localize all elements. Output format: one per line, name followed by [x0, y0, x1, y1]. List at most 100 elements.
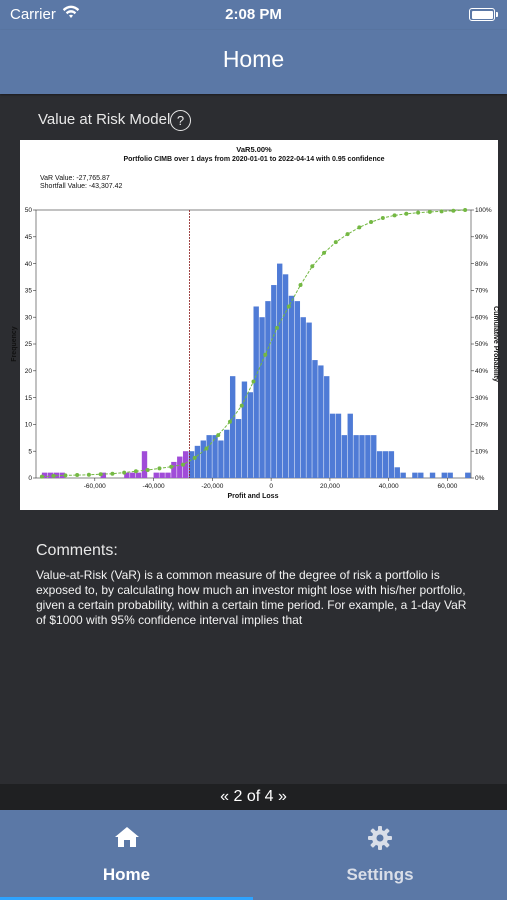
x-axis-label: Profit and Loss — [228, 493, 279, 500]
cdf-point — [298, 283, 303, 288]
y-tick-label: 50 — [25, 207, 33, 214]
histogram-bar — [159, 472, 165, 478]
histogram-bar — [294, 301, 301, 478]
comments-title: Comments: — [36, 542, 118, 559]
histogram-bar — [100, 472, 107, 478]
y2-tick-label: 80% — [475, 261, 488, 268]
shortfall-annotation: Shortfall Value: -43,307.42 — [40, 183, 122, 190]
var-annotation: VaR Value: -27,765.87 — [40, 175, 110, 182]
histogram-bar — [265, 301, 271, 478]
cdf-point — [157, 466, 162, 471]
clock: 2:08 PM — [225, 6, 282, 23]
histogram-bar — [382, 451, 389, 478]
histogram-bar — [165, 472, 171, 478]
histogram-bar — [388, 451, 395, 478]
histogram-bar — [277, 263, 283, 478]
next-page-button[interactable]: » — [277, 788, 287, 805]
histogram-bar — [47, 472, 54, 478]
tab-settings[interactable]: Settings — [253, 810, 507, 900]
var-histogram-chart: VaR5.00% Portfolio CIMB over 1 days from… — [11, 140, 499, 510]
histogram-bar — [194, 445, 201, 478]
tab-settings-label: Settings — [346, 865, 414, 884]
y2-tick-label: 90% — [475, 234, 488, 241]
y-tick-label: 25 — [25, 341, 33, 348]
cdf-point — [63, 473, 68, 478]
cdf-point — [204, 446, 209, 451]
histogram-bar — [300, 317, 306, 478]
histogram-bar — [206, 435, 212, 478]
cdf-point — [404, 211, 409, 216]
page-indicator: 2 of 4 — [233, 788, 274, 805]
y2-tick-label: 30% — [475, 395, 488, 402]
y-tick-label: 40 — [25, 261, 33, 268]
x-tick-label: -40,000 — [143, 483, 165, 490]
chart-bars — [41, 210, 471, 478]
y2-tick-label: 50% — [475, 341, 488, 348]
chart-subtitle: Portfolio CIMB over 1 days from 2020-01-… — [123, 156, 384, 163]
cdf-point — [122, 470, 127, 475]
histogram-bar — [271, 285, 277, 478]
cdf-point — [239, 403, 244, 408]
histogram-bar — [235, 419, 242, 478]
chart-title: VaR5.00% — [236, 145, 272, 154]
cdf-point — [133, 469, 138, 474]
cdf-point — [180, 462, 185, 467]
x-tick-label: 60,000 — [438, 483, 458, 490]
section-title: Value at Risk Model — [38, 111, 171, 128]
cdf-point — [322, 250, 327, 255]
cdf-point — [427, 209, 432, 214]
cdf-point — [416, 210, 421, 215]
histogram-bar — [347, 413, 353, 478]
tab-home[interactable]: Home — [0, 810, 253, 900]
histogram-bar — [341, 435, 348, 478]
y-tick-label: 0 — [28, 475, 32, 482]
y-axis-label: Frequency — [11, 326, 18, 362]
x-tick-label: 40,000 — [379, 483, 399, 490]
histogram-bar — [141, 451, 148, 478]
battery-icon — [469, 8, 498, 21]
pager: « 2 of 4 » — [0, 784, 507, 810]
cdf-point — [263, 352, 268, 357]
y-tick-label: 35 — [25, 288, 33, 295]
var-chart: VaR5.00% Portfolio CIMB over 1 days from… — [0, 140, 507, 510]
histogram-bar — [153, 472, 159, 478]
cdf-point — [463, 208, 468, 212]
histogram-bar — [376, 451, 383, 478]
cdf-point — [369, 220, 374, 225]
histogram-bar — [218, 440, 224, 478]
y2-tick-label: 0% — [475, 475, 485, 482]
histogram-bar — [247, 392, 253, 478]
cdf-point — [145, 467, 150, 472]
histogram-bar — [400, 472, 406, 478]
cdf-point — [75, 473, 80, 478]
histogram-bar — [224, 429, 230, 478]
histogram-bar — [212, 435, 218, 478]
previous-page-button[interactable]: « — [220, 788, 230, 805]
histogram-bar — [447, 472, 453, 478]
y-tick-label: 5 — [28, 448, 32, 455]
y2-tick-label: 20% — [475, 422, 488, 429]
page-title: Home — [222, 46, 285, 72]
histogram-bar — [359, 435, 365, 478]
histogram-bar — [253, 306, 259, 478]
y2-tick-label: 100% — [475, 207, 492, 214]
y2-tick-label: 60% — [475, 314, 488, 321]
histogram-bar — [200, 440, 206, 478]
cdf-point — [286, 304, 291, 309]
wifi-icon — [62, 5, 80, 18]
histogram-bar — [135, 472, 142, 478]
x-tick-label: 0 — [269, 483, 273, 490]
carrier-label: Carrier — [10, 6, 56, 23]
histogram-bar — [124, 472, 130, 478]
histogram-bar — [441, 472, 447, 478]
chart-background — [20, 140, 498, 510]
y-tick-label: 45 — [25, 234, 33, 241]
help-button[interactable]: ? — [170, 110, 191, 131]
y-tick-label: 30 — [25, 314, 33, 321]
y2-tick-label: 10% — [475, 448, 488, 455]
tab-selection-indicator — [0, 897, 253, 900]
histogram-bar — [429, 472, 436, 478]
histogram-bar — [259, 317, 265, 478]
histogram-bar — [130, 472, 136, 478]
cdf-point — [357, 225, 362, 230]
